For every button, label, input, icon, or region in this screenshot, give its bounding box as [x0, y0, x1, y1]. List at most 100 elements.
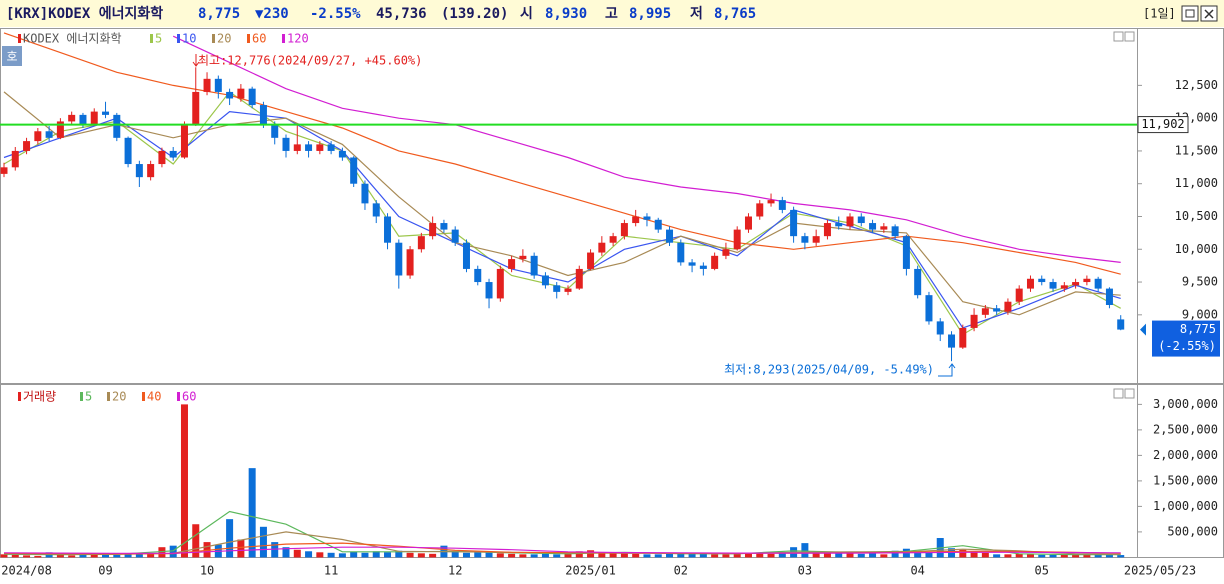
candle-body: [327, 144, 335, 151]
candle-body: [248, 88, 256, 106]
candle-body: [756, 203, 764, 217]
last-tag: [1152, 320, 1220, 357]
x-tick-label: 03: [798, 564, 812, 578]
low-annotation: 최저:8,293(2025/04/09, -5.49%): [724, 363, 934, 377]
candle-body: [936, 321, 944, 335]
volume-bar: [293, 549, 301, 558]
volume-bar: [519, 554, 527, 558]
low-arrow: [938, 363, 956, 377]
volume-bar: [23, 555, 31, 558]
volume-bar: [925, 551, 933, 558]
panel-button[interactable]: [1113, 388, 1124, 399]
volume-bar: [869, 553, 877, 558]
legend-label: 20: [112, 390, 126, 404]
volume-bar: [1015, 553, 1023, 558]
moving-average: [3, 91, 1121, 316]
volume-bar: [1049, 554, 1057, 558]
header-title: [KRX]KODEX 에너지화학: [6, 6, 163, 22]
volume-bar: [203, 542, 211, 558]
volume-bar: [372, 551, 380, 558]
volume-bar: [406, 552, 414, 558]
candle-body: [158, 150, 166, 165]
legend-swatch: [282, 34, 285, 43]
candle-body: [135, 164, 143, 178]
x-tick-label: 09: [98, 564, 112, 578]
maximize-button[interactable]: [1181, 5, 1199, 22]
candle-body: [902, 236, 910, 269]
candle-body: [677, 242, 685, 263]
candle-body: [372, 203, 380, 217]
volume-bar: [1083, 554, 1091, 558]
volume-bar: [226, 519, 234, 558]
volume-bar: [632, 553, 640, 558]
volume-bar: [733, 553, 741, 558]
moving-average: [3, 510, 1121, 556]
header-high: 8,995: [629, 6, 671, 22]
volume-bar: [282, 547, 290, 558]
legend-label: KODEX 에너지화학: [23, 32, 122, 46]
period-button[interactable]: [1일]: [1143, 7, 1176, 21]
candle-body: [846, 216, 854, 227]
x-tick-label: 11: [324, 564, 338, 578]
volume-bar: [327, 552, 335, 558]
legend-label: 60: [252, 32, 266, 46]
candle-body: [632, 216, 640, 224]
candle-body: [496, 268, 504, 299]
panel-button[interactable]: [1113, 31, 1124, 42]
candle-body: [948, 334, 956, 348]
moving-average: [172, 35, 1121, 263]
volume-bar: [113, 554, 121, 558]
header-change-pct: -2.55%: [310, 6, 361, 22]
x-tick-label: 2024/08: [1, 564, 52, 578]
candle-body: [790, 209, 798, 237]
volume-bar: [722, 554, 730, 558]
volume-bar: [575, 551, 583, 558]
panel-close[interactable]: [1124, 388, 1135, 399]
header-bar: [0, 0, 1224, 27]
volume-bar: [711, 554, 719, 558]
price-panel: [0, 28, 1224, 384]
quote-button[interactable]: [2, 46, 22, 66]
y-tick-label: 11,500: [1175, 143, 1218, 157]
volume-bar: [744, 553, 752, 558]
volume-bar: [1117, 555, 1125, 558]
candle-body: [767, 200, 775, 204]
candle-body: [23, 141, 31, 151]
candle-body: [880, 226, 888, 230]
candle-body: [981, 308, 989, 315]
volume-bar: [350, 551, 358, 558]
volume-bar: [553, 554, 561, 558]
candle-body: [643, 216, 651, 220]
legend-label: 10: [182, 32, 196, 46]
volume-bar: [598, 552, 606, 558]
legend-label: 60: [182, 390, 196, 404]
y-tick-label: 9,500: [1182, 275, 1218, 289]
header-low-label: 저: [690, 6, 703, 22]
candle-body: [361, 183, 369, 204]
volume-bar: [192, 524, 200, 558]
candle-body: [451, 229, 459, 243]
maximize-icon: [1185, 9, 1195, 18]
y-tick-label: 1,000,000: [1153, 499, 1218, 513]
candle-body: [519, 255, 527, 260]
candle-body: [801, 236, 809, 243]
volume-bar: [271, 542, 279, 558]
volume-bar: [914, 551, 922, 558]
legend-label: 5: [85, 390, 92, 404]
volume-bar: [587, 550, 595, 558]
volume-bar: [959, 549, 967, 558]
candle-body: [869, 223, 877, 230]
volume-bar: [237, 539, 245, 558]
volume-bar: [1026, 554, 1034, 558]
candle-body: [744, 216, 752, 230]
candle-body: [1060, 285, 1068, 289]
candle-body: [970, 314, 978, 328]
candle-body: [350, 157, 358, 184]
candle-body: [699, 265, 707, 269]
candle-body: [226, 91, 234, 99]
candle-body: [0, 167, 8, 174]
panel-close[interactable]: [1124, 31, 1135, 42]
legend-label: 거래량: [23, 390, 56, 404]
close-icon: [1204, 9, 1214, 19]
